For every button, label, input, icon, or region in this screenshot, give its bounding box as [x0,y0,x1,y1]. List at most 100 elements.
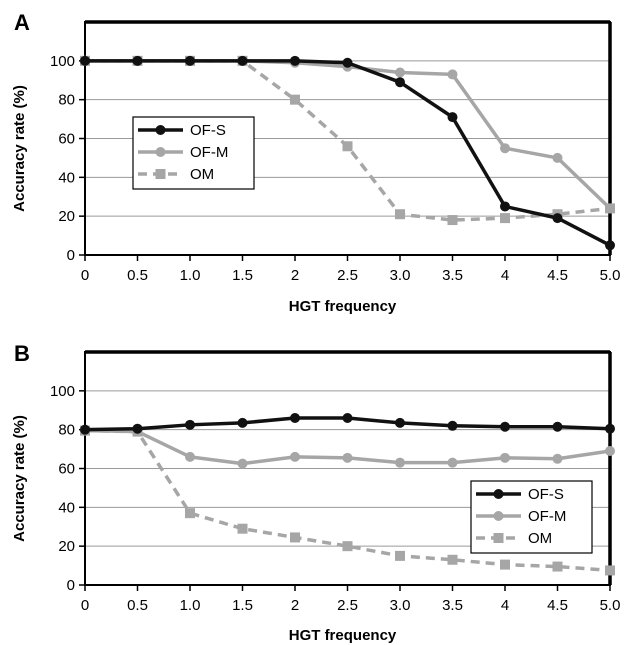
legend-marker [493,533,504,543]
y-axis-title: Accuracy rate (%) [11,415,28,542]
y-tick-label: 0 [67,577,75,594]
data-point [447,420,458,431]
data-point [447,69,458,80]
data-point [342,57,353,68]
legend-marker [493,489,504,499]
x-tick-label: 5.0 [600,267,621,284]
data-point [132,423,143,434]
data-point [605,565,615,576]
y-tick-label: 0 [67,247,75,264]
x-tick-label: 0 [81,267,89,284]
legend-label: OF-S [528,486,564,503]
legend-marker [155,147,166,157]
data-point [290,413,300,424]
data-point [80,55,90,66]
y-tick-label: 40 [58,499,75,516]
data-point [395,67,405,78]
data-point [605,446,615,457]
data-point [500,213,510,224]
legend-label: OF-S [190,122,226,139]
legend-marker [155,125,166,135]
data-point [552,453,563,464]
x-tick-label: 4 [501,597,509,614]
data-point [237,458,248,469]
data-point [605,423,615,434]
data-point [552,152,563,163]
x-tick-label: 2.5 [337,267,358,284]
x-tick-label: 1.5 [232,597,253,614]
series-of-s [80,413,615,435]
x-tick-label: 2 [291,597,299,614]
series-of-m [80,425,615,469]
y-axis-title: Accuracy rate (%) [11,85,28,212]
data-point [185,508,195,519]
data-point [500,143,510,154]
x-tick-label: 5.0 [600,597,621,614]
series-of-s [80,55,615,251]
x-tick-label: 3.5 [442,267,463,284]
y-tick-label: 20 [58,208,75,225]
legend-marker [493,511,504,521]
y-tick-label: 100 [50,383,75,400]
x-tick-label: 4 [501,267,509,284]
data-point [395,457,405,468]
data-point [132,55,143,66]
y-tick-label: 60 [58,131,75,148]
data-point [447,457,458,468]
x-tick-label: 1.0 [180,267,201,284]
x-tick-label: 0.5 [127,267,148,284]
x-tick-label: 2 [291,267,299,284]
legend: OF-S OF-M OM [470,480,593,554]
legend-label: OF-M [190,144,228,161]
x-tick-label: 2.5 [337,597,358,614]
x-tick-label: 0.5 [127,597,148,614]
data-point [447,112,458,123]
data-point [605,203,615,214]
y-tick-label: 80 [58,422,75,439]
data-point [290,451,300,462]
data-point [185,419,195,430]
data-point [342,452,353,463]
data-point [500,559,510,570]
x-tick-label: 1.5 [232,267,253,284]
data-point [342,141,353,152]
x-axis-title: HGT frequency [289,627,397,644]
data-point [342,413,353,424]
chart-panel-a: 0 20 40 60 80 100 0 0.5 1.0 1.5 2 2.5 3.0 3.5 4 4.5 5.0 H… [11,10,620,315]
data-point [500,421,510,432]
data-point [447,554,458,565]
chart-panel-b: 0 20 40 60 80 100 0 0.5 1.0 1.5 2 2.5 3.0 3.5 4 4.5 5.0 H… [11,341,620,644]
x-tick-label: 4.5 [547,597,568,614]
legend-marker [155,169,166,179]
series-line [84,428,611,573]
x-tick-label: 3.0 [390,597,411,614]
data-point [342,541,353,552]
data-point [290,94,300,105]
data-point [395,550,405,561]
x-tick-label: 3.5 [442,597,463,614]
data-point [80,424,90,435]
y-tick-label: 20 [58,538,75,555]
legend-label: OM [190,166,214,183]
panel-label: B [14,341,30,366]
data-point [237,417,248,428]
data-point [290,532,300,543]
data-point [605,240,615,251]
data-point [237,523,248,534]
x-tick-label: 1.0 [180,597,201,614]
legend: OF-S OF-M OM [132,116,255,190]
y-tick-label: 80 [58,92,75,109]
data-point [185,451,195,462]
y-tick-label: 60 [58,461,75,478]
x-tick-label: 4.5 [547,267,568,284]
data-point [395,209,405,220]
data-point [552,213,563,224]
y-tick-label: 100 [50,53,75,70]
x-tick-label: 3.0 [390,267,411,284]
panel-label: A [14,10,30,35]
data-point [552,421,563,432]
x-axis-title: HGT frequency [289,298,397,315]
data-point [552,561,563,572]
y-tick-label: 40 [58,169,75,186]
